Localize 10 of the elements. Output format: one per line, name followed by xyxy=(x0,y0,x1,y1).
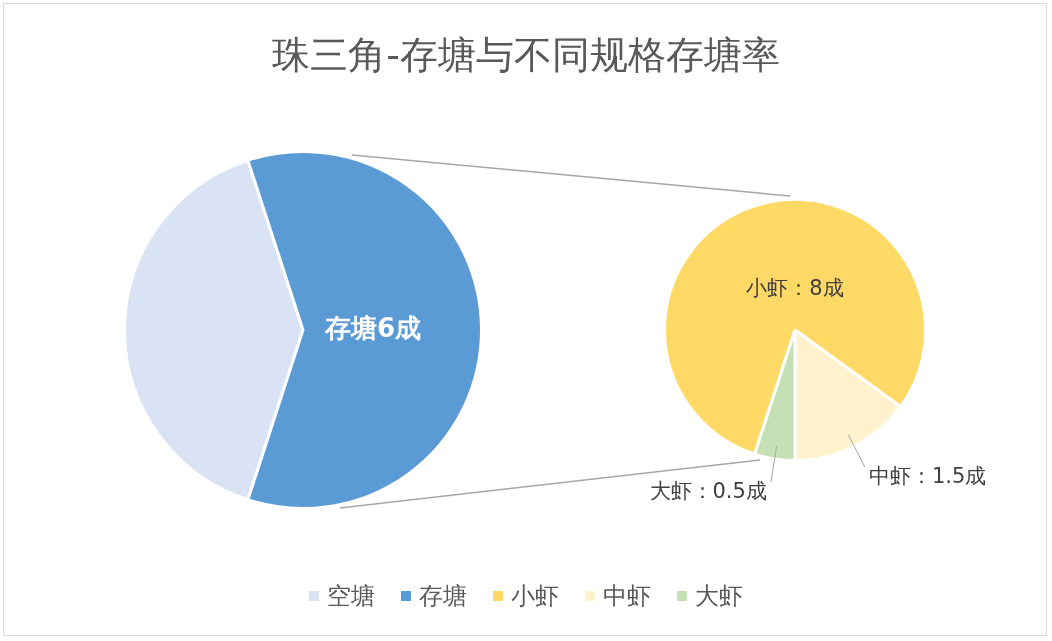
data-label: 中虾：1.5成 xyxy=(868,463,987,488)
legend-label: 中虾 xyxy=(603,581,651,612)
legend-label: 空塘 xyxy=(327,581,375,612)
chart-title: 珠三角-存塘与不同规格存塘率 xyxy=(271,32,781,79)
data-label: 存塘6成 xyxy=(323,312,422,343)
legend-label: 存塘 xyxy=(419,581,467,612)
legend-label: 大虾 xyxy=(695,581,743,612)
legend-label: 小虾 xyxy=(511,581,559,612)
data-label: 大虾：0.5成 xyxy=(649,478,767,503)
data-label: 小虾：8成 xyxy=(746,276,844,301)
